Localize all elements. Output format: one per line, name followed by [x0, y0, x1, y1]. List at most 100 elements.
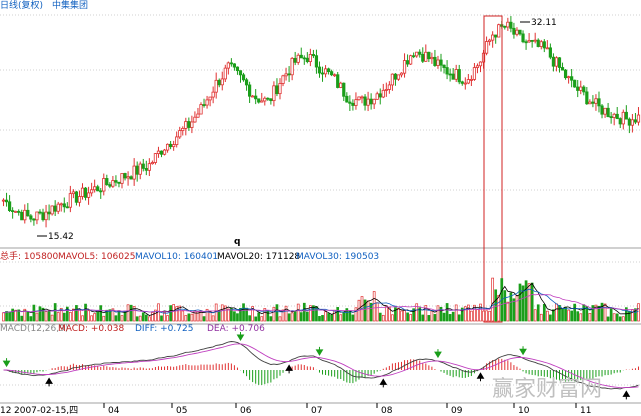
- candle-body: [430, 56, 434, 60]
- low-price-label: 15.42: [48, 232, 74, 242]
- volume-bar: [41, 307, 45, 322]
- candle-body: [415, 51, 419, 57]
- volume-bar: [463, 306, 467, 322]
- volume-bar: [181, 310, 185, 322]
- candle-body: [90, 189, 94, 194]
- volume-bar: [333, 309, 337, 322]
- candle-body: [506, 21, 510, 28]
- candle-body: [205, 99, 209, 106]
- volume-bar: [558, 305, 561, 322]
- macd-lines: [3, 341, 639, 390]
- candle-body: [147, 163, 151, 171]
- candle-body: [630, 119, 635, 126]
- candle-body: [533, 39, 537, 42]
- candle-body: [369, 98, 373, 105]
- volume-bar: [339, 314, 343, 322]
- candle-body: [393, 73, 398, 80]
- candle-body: [314, 55, 319, 68]
- volume-bar: [460, 307, 464, 322]
- candle-body: [135, 165, 139, 175]
- candle-body: [199, 104, 203, 115]
- candle-body: [123, 173, 127, 179]
- volume-bar: [606, 316, 610, 322]
- buy-arrow-icon: [45, 377, 53, 387]
- volume-bar: [163, 312, 166, 322]
- volume-bar: [87, 310, 90, 322]
- candle-body: [527, 40, 531, 43]
- volume-bar: [503, 290, 507, 322]
- volume-bar: [102, 315, 106, 322]
- volume-bar: [615, 313, 619, 322]
- volume-bar: [567, 309, 570, 322]
- candle-body: [1, 199, 6, 202]
- candle-body: [509, 21, 513, 29]
- volume-bar: [187, 313, 191, 322]
- volume-bar: [287, 313, 291, 322]
- candle-body: [396, 74, 401, 80]
- volume-bar: [466, 304, 470, 322]
- candle-body: [579, 86, 583, 91]
- dea-value-label: DEA: +0.706: [207, 324, 265, 334]
- volume-bar: [56, 312, 60, 322]
- volume-bar: [17, 309, 21, 322]
- candlestick-series[interactable]: [1, 16, 641, 228]
- macd-histogram[interactable]: [4, 358, 639, 385]
- candle-body: [560, 67, 565, 71]
- volume-bar: [35, 312, 39, 322]
- volume-bar: [14, 309, 18, 322]
- candle-body: [114, 180, 118, 183]
- volume-bar: [533, 309, 537, 322]
- volume-bar: [388, 307, 391, 322]
- volume-bars[interactable]: [2, 277, 640, 322]
- candle-body: [609, 116, 613, 119]
- volume-bar: [257, 312, 261, 322]
- volume-bar: [403, 309, 406, 322]
- candle-body: [375, 93, 379, 100]
- candle-body: [542, 41, 546, 49]
- candle-body: [594, 98, 598, 104]
- candle-body: [381, 89, 385, 98]
- volume-bar: [591, 305, 595, 322]
- candle-body: [612, 113, 616, 118]
- volume-bar: [99, 305, 103, 322]
- volume-ma-line: [3, 294, 639, 314]
- candle-body: [351, 102, 355, 106]
- candle-body: [442, 64, 446, 68]
- volume-bar: [451, 311, 455, 322]
- candle-body: [466, 79, 470, 84]
- volume-bar: [44, 311, 48, 322]
- volume-bar: [582, 304, 586, 322]
- candle-body: [241, 74, 246, 81]
- volume-bar: [47, 310, 51, 322]
- candle-body: [23, 209, 27, 221]
- candle-body: [524, 41, 528, 44]
- volume-bar: [251, 306, 254, 322]
- volume-bar: [561, 308, 564, 322]
- candle-body: [159, 150, 164, 155]
- volume-bar: [202, 316, 206, 322]
- candle-body: [536, 39, 540, 47]
- candle-body: [494, 34, 498, 38]
- candle-body: [20, 212, 24, 221]
- volume-bar: [114, 315, 118, 322]
- candle-body: [621, 111, 625, 125]
- candle-body: [229, 62, 233, 65]
- volume-bar: [11, 308, 14, 322]
- x-axis-month-label: 10: [518, 406, 530, 416]
- volume-bar: [220, 304, 224, 322]
- volume-bar: [233, 311, 236, 322]
- volume-bar: [38, 306, 42, 322]
- volume-bar: [545, 310, 549, 322]
- volume-bar: [618, 316, 622, 322]
- candle-body: [624, 111, 628, 120]
- volume-bar: [172, 304, 176, 322]
- candle-body: [439, 59, 443, 66]
- candle-body: [557, 57, 562, 68]
- volume-bar: [506, 301, 510, 322]
- sell-arrow-icon: [519, 346, 527, 356]
- candle-body: [41, 212, 45, 221]
- volume-bar: [120, 315, 124, 322]
- candle-body: [162, 149, 167, 155]
- volume-bar: [281, 309, 285, 322]
